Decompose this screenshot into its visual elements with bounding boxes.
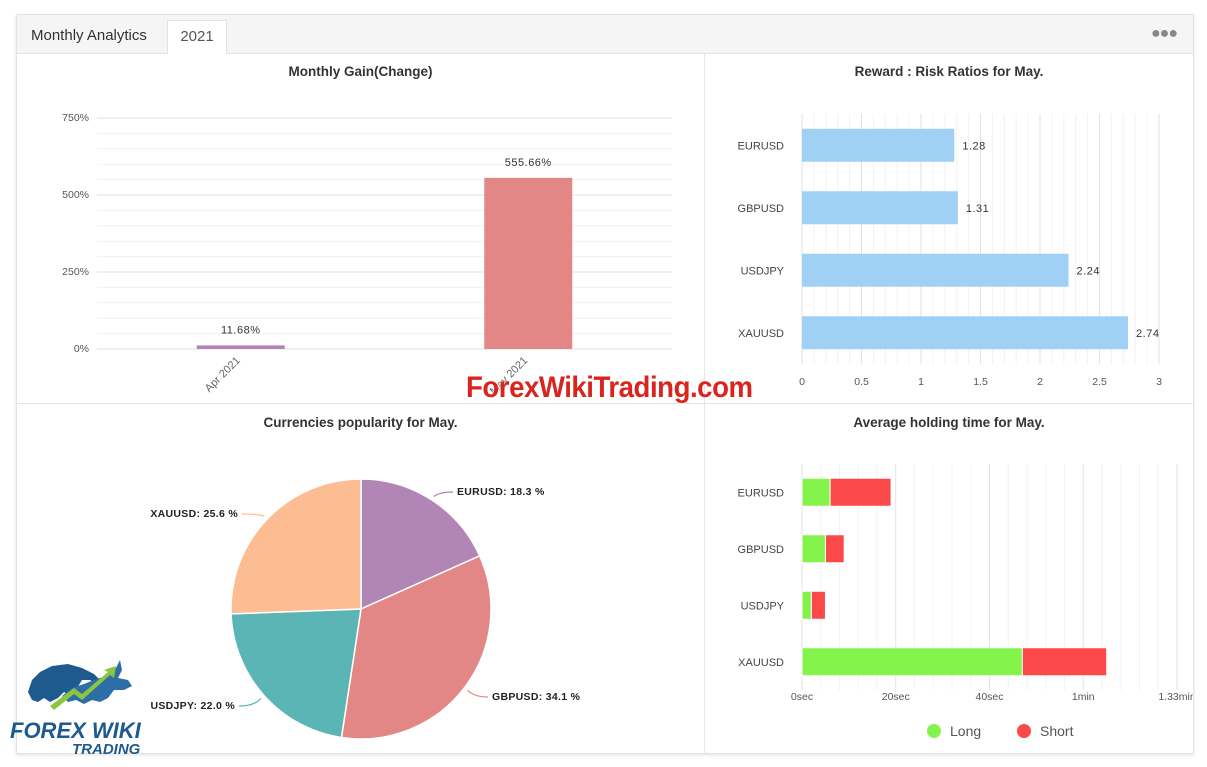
hold-chart-title: Average holding time for May. [853,415,1045,430]
y-tick-label: GBPUSD [738,203,785,215]
ellipsis-icon[interactable]: ●●● [1151,25,1178,42]
y-tick-label: 250% [62,266,89,278]
pie-slice-label: EURUSD: 18.3 % [457,486,545,498]
forex-wiki-logo: FOREX WIKI TRADING [10,660,142,756]
bar [196,345,285,349]
y-tick-label: USDJPY [741,265,785,277]
y-tick-label: XAUUSD [738,657,784,669]
x-tick-label: 3 [1156,376,1162,388]
gain-chart-title: Monthly Gain(Change) [288,64,433,79]
bar-segment [810,590,826,620]
pie-connector [238,697,262,707]
bear-icon [28,664,102,702]
bar-value-label: 1.28 [962,140,985,152]
bar-value-label: 2.24 [1077,265,1100,277]
panel-title: Monthly Analytics [31,27,147,44]
rr-chart: 0 0.5 1 1.5 2 2.5 3 EURUSD 1.28 GBPUSD 1.31 USDJPY 2… [738,114,1162,388]
x-tick-label: 20sec [882,691,910,703]
bar [484,177,573,349]
bar [802,253,1069,287]
bar-value-label: 1.31 [966,203,989,215]
monthly-analytics-panel: Monthly Analytics 2021 ●●● Monthly Gain(… [16,14,1194,754]
y-tick-label: 500% [62,189,89,201]
pie-slice [230,478,362,615]
logo-line2: TRADING [72,741,141,756]
x-tick-label: 0 [799,376,805,388]
pie-connector [433,491,454,498]
x-tick-label: 0sec [791,691,813,703]
hold-chart: 0sec 20sec 40sec 1min 1.33min EURUSD GBPUSD USD… [738,464,1193,739]
bar-segment [829,477,892,507]
y-tick-label: GBPUSD [738,544,785,556]
legend-marker [1017,724,1031,738]
bar [802,191,958,225]
y-tick-label: USDJPY [741,600,785,612]
bar-value-label: 11.68% [221,324,261,336]
bar-segment [801,477,831,507]
pie-slice-label: GBPUSD: 34.1 % [492,691,581,703]
y-tick-label: 750% [62,112,89,124]
pie-slice-label: XAUUSD: 25.6 % [150,508,238,520]
x-tick-label: 1 [918,376,924,388]
bar-segment [824,534,845,564]
logo-line1: FOREX WIKI [10,718,142,743]
pie-slice [230,608,362,739]
x-tick-label: 0.5 [854,376,869,388]
pie-chart: EURUSD: 18.3 % GBPUSD: 34.1 % USDJPY: 22.0… [150,478,581,740]
arrow-icon [50,666,116,710]
rr-chart-title: Reward : Risk Ratios for May. [854,64,1044,79]
x-tick-label: 40sec [975,691,1003,703]
legend-label: Long [950,723,981,739]
pie-connector [241,513,265,517]
pie-connector [467,689,489,698]
x-tick-label: 2 [1037,376,1043,388]
x-tick-label: 1.5 [973,376,988,388]
y-tick-label: 0% [74,343,89,355]
x-tick-label: 1min [1072,691,1095,703]
pie-slice-label: USDJPY: 22.0 % [150,700,235,712]
pie-slice [360,478,481,611]
divider-horizontal [17,403,1193,404]
legend-label: Short [1040,723,1074,739]
bar-segment [801,590,812,620]
bar-segment [1021,647,1108,677]
bar-value-label: 2.74 [1136,328,1159,340]
tab-2021[interactable]: 2021 [167,20,227,54]
panel-header: Monthly Analytics 2021 ●●● [17,15,1193,54]
bar [802,128,955,162]
divider-vertical [704,54,705,754]
x-tick-label: 1.33min [1158,691,1193,703]
y-tick-label: EURUSD [738,140,785,152]
pie-chart-title: Currencies popularity for May. [263,415,458,430]
y-tick-label: EURUSD [738,487,785,499]
legend-marker [927,724,941,738]
bar-segment [801,534,826,564]
bar-segment [801,647,1023,677]
x-tick-label: Apr 2021 [203,355,243,395]
x-tick-label: 2.5 [1092,376,1107,388]
bar [802,316,1129,350]
watermark-text: ForexWikiTrading.com [466,371,753,404]
pie-slice [340,554,492,740]
y-tick-label: XAUUSD [738,328,784,340]
bar-value-label: 555.66% [505,157,552,169]
